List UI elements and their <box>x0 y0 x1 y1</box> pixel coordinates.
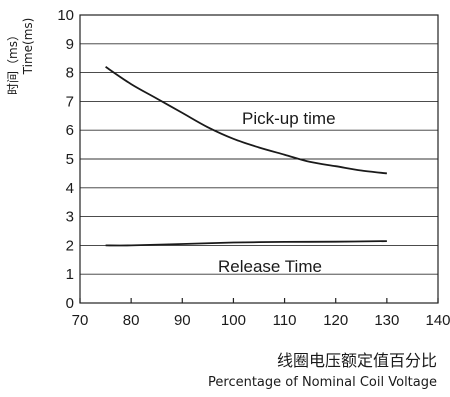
y-axis-title-en: Time(ms) <box>21 18 35 76</box>
x-axis-title-en: Percentage of Nominal Coil Voltage <box>208 375 437 390</box>
plot-frame <box>79 14 439 304</box>
x-axis-title-cn: 线圈电压额定值百分比 <box>277 351 437 370</box>
y-tick-label-4: 4 <box>66 180 74 197</box>
y-tick-label-6: 6 <box>66 122 74 139</box>
y-tick-label-10: 10 <box>57 7 74 24</box>
x-tick-label-80: 80 <box>123 312 140 329</box>
x-tick-label-90: 90 <box>174 312 191 329</box>
y-tick-label-7: 7 <box>66 93 74 110</box>
series-line-1 <box>105 240 387 247</box>
series-label-release: Release Time <box>218 257 322 276</box>
x-tick-label-130: 130 <box>374 312 399 329</box>
series-line-0 <box>105 66 388 175</box>
x-tick-label-120: 120 <box>323 312 348 329</box>
y-tick-label-2: 2 <box>66 237 74 254</box>
y-axis-title-cn: 时间（ms） <box>6 29 20 95</box>
x-tick-label-110: 110 <box>273 312 297 329</box>
y-tick-label-3: 3 <box>66 209 74 226</box>
x-tick-label-70: 70 <box>72 312 89 329</box>
tick-labels: 0 1 2 3 4 5 6 7 8 9 10 70 80 90 100 110 120 130 140 <box>57 7 450 329</box>
y-tick-label-0: 0 <box>66 295 74 312</box>
series-lines <box>105 66 388 247</box>
x-tick-label-140: 140 <box>425 312 450 329</box>
series-label-pickup: Pick-up time <box>242 109 336 128</box>
y-tick-label-9: 9 <box>66 36 74 53</box>
y-tick-label-1: 1 <box>66 266 74 283</box>
x-tick-label-100: 100 <box>221 312 246 329</box>
y-tick-label-8: 8 <box>66 65 74 82</box>
y-tick-label-5: 5 <box>66 151 74 168</box>
plot-axes <box>79 14 439 304</box>
